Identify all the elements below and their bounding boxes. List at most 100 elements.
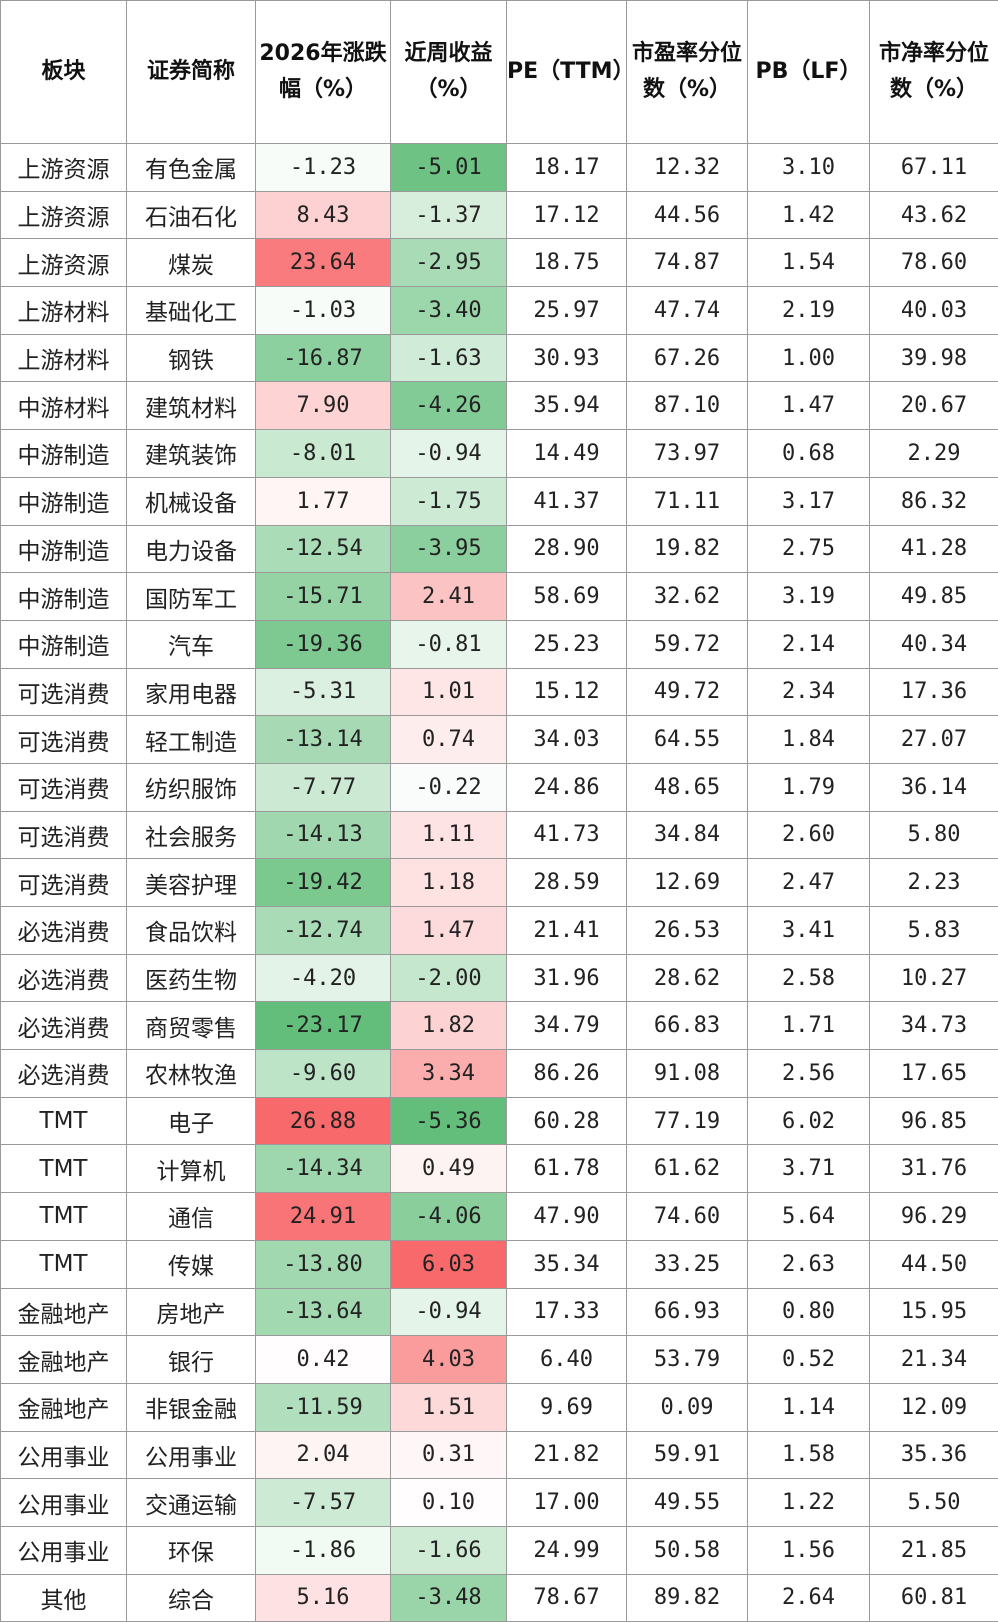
text-cell: 传媒: [126, 1239, 256, 1289]
text-cell: 可选消费: [0, 858, 127, 907]
number-cell: 2.29: [869, 429, 998, 478]
number-cell: 67.26: [626, 333, 748, 383]
number-cell: 74.87: [626, 238, 748, 288]
number-cell: 0.68: [747, 429, 870, 478]
text-cell: 必选消费: [0, 906, 127, 955]
text-cell: 交通运输: [126, 1478, 256, 1527]
text-cell: 可选消费: [0, 810, 127, 860]
number-cell: -1.86: [255, 1525, 391, 1575]
text-cell: TMT: [0, 1144, 127, 1194]
number-cell: -4.26: [390, 381, 507, 431]
number-cell: 89.82: [626, 1573, 748, 1622]
number-cell: 74.60: [626, 1192, 748, 1241]
number-cell: -3.48: [390, 1573, 507, 1622]
number-cell: 40.34: [869, 619, 998, 669]
number-cell: 2.41: [390, 572, 507, 621]
text-cell: 电力设备: [126, 524, 256, 574]
number-cell: 44.50: [869, 1239, 998, 1289]
number-cell: 2.23: [869, 858, 998, 907]
number-cell: -0.94: [390, 1287, 507, 1337]
number-cell: -12.74: [255, 906, 391, 955]
number-cell: 8.43: [255, 190, 391, 240]
number-cell: 17.36: [869, 667, 998, 717]
number-cell: -2.95: [390, 238, 507, 288]
number-cell: 1.82: [390, 1001, 507, 1051]
number-cell: 24.86: [506, 762, 627, 812]
text-cell: 必选消费: [0, 953, 127, 1003]
table-row: 必选消费 商贸零售 -23.17 1.82 34.79 66.83 1.71 34.73: [0, 1001, 998, 1051]
text-cell: 建筑材料: [126, 381, 256, 431]
number-cell: 43.62: [869, 190, 998, 240]
number-cell: -23.17: [255, 1001, 391, 1051]
text-cell: TMT: [0, 1192, 127, 1241]
table-row: 中游制造 电力设备 -12.54 -3.95 28.90 19.82 2.75 41.28: [0, 524, 998, 574]
text-cell: TMT: [0, 1096, 127, 1146]
text-cell: 非银金融: [126, 1382, 256, 1432]
number-cell: 25.97: [506, 286, 627, 335]
text-cell: TMT: [0, 1239, 127, 1289]
number-cell: 25.23: [506, 619, 627, 669]
number-cell: 64.55: [626, 715, 748, 764]
number-cell: 41.28: [869, 524, 998, 574]
number-cell: -13.14: [255, 715, 391, 764]
number-cell: 3.19: [747, 572, 870, 621]
table-row: 中游制造 机械设备 1.77 -1.75 41.37 71.11 3.17 86.32: [0, 476, 998, 526]
text-cell: 公用事业: [0, 1525, 127, 1575]
table-row: 中游制造 建筑装饰 -8.01 -0.94 14.49 73.97 0.68 2.29: [0, 429, 998, 478]
table-row: 可选消费 纺织服饰 -7.77 -0.22 24.86 48.65 1.79 36.14: [0, 762, 998, 812]
table-row: 其他 综合 5.16 -3.48 78.67 89.82 2.64 60.81: [0, 1573, 998, 1622]
number-cell: 59.91: [626, 1430, 748, 1480]
number-cell: 12.69: [626, 858, 748, 907]
number-cell: 28.62: [626, 953, 748, 1003]
text-cell: 综合: [126, 1573, 256, 1622]
number-cell: -13.64: [255, 1287, 391, 1337]
number-cell: 23.64: [255, 238, 391, 288]
number-cell: -7.77: [255, 762, 391, 812]
number-cell: 15.12: [506, 667, 627, 717]
text-cell: 国防军工: [126, 572, 256, 621]
number-cell: 49.72: [626, 667, 748, 717]
number-cell: 0.10: [390, 1478, 507, 1527]
number-cell: 48.65: [626, 762, 748, 812]
text-cell: 中游材料: [0, 381, 127, 431]
number-cell: -15.71: [255, 572, 391, 621]
number-cell: -7.57: [255, 1478, 391, 1527]
number-cell: -5.01: [390, 143, 507, 192]
number-cell: 0.31: [390, 1430, 507, 1480]
number-cell: -5.31: [255, 667, 391, 717]
number-cell: 2.75: [747, 524, 870, 574]
number-cell: 34.03: [506, 715, 627, 764]
text-cell: 食品饮料: [126, 906, 256, 955]
number-cell: 36.14: [869, 762, 998, 812]
number-cell: -1.75: [390, 476, 507, 526]
number-cell: -1.37: [390, 190, 507, 240]
number-cell: 12.09: [869, 1382, 998, 1432]
number-cell: 35.34: [506, 1239, 627, 1289]
number-cell: 17.33: [506, 1287, 627, 1337]
number-cell: 2.63: [747, 1239, 870, 1289]
table-row: 上游材料 基础化工 -1.03 -3.40 25.97 47.74 2.19 40.03: [0, 286, 998, 335]
number-cell: 1.54: [747, 238, 870, 288]
table-row: 中游材料 建筑材料 7.90 -4.26 35.94 87.10 1.47 20.67: [0, 381, 998, 431]
header-cell: 市净率分位数（%）: [869, 0, 998, 144]
text-cell: 其他: [0, 1573, 127, 1622]
number-cell: 20.67: [869, 381, 998, 431]
text-cell: 农林牧渔: [126, 1049, 256, 1098]
number-cell: -4.20: [255, 953, 391, 1003]
number-cell: 66.83: [626, 1001, 748, 1051]
number-cell: 50.58: [626, 1525, 748, 1575]
number-cell: -1.23: [255, 143, 391, 192]
text-cell: 中游制造: [0, 572, 127, 621]
number-cell: 96.29: [869, 1192, 998, 1241]
number-cell: 0.80: [747, 1287, 870, 1337]
text-cell: 上游资源: [0, 190, 127, 240]
number-cell: -9.60: [255, 1049, 391, 1098]
number-cell: 33.25: [626, 1239, 748, 1289]
table-row: 金融地产 房地产 -13.64 -0.94 17.33 66.93 0.80 15.95: [0, 1287, 998, 1337]
header-cell: PE（TTM）: [506, 0, 635, 144]
number-cell: -14.13: [255, 810, 391, 860]
number-cell: 49.55: [626, 1478, 748, 1527]
header-cell: 市盈率分位数（%）: [626, 0, 748, 144]
table-row: 公用事业 环保 -1.86 -1.66 24.99 50.58 1.56 21.85: [0, 1525, 998, 1575]
